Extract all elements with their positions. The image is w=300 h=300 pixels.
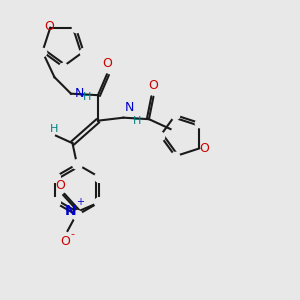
Text: N: N: [125, 101, 134, 114]
Text: O: O: [199, 142, 209, 155]
Text: O: O: [60, 236, 70, 248]
Text: O: O: [55, 179, 65, 192]
Text: -: -: [70, 230, 74, 239]
Text: N: N: [75, 87, 84, 100]
Text: O: O: [44, 20, 54, 32]
Text: O: O: [148, 79, 158, 92]
Text: O: O: [102, 57, 112, 70]
Text: +: +: [76, 197, 84, 207]
Text: H: H: [50, 124, 59, 134]
Text: H: H: [83, 92, 91, 102]
Text: N: N: [65, 204, 76, 218]
Text: H: H: [133, 116, 141, 126]
